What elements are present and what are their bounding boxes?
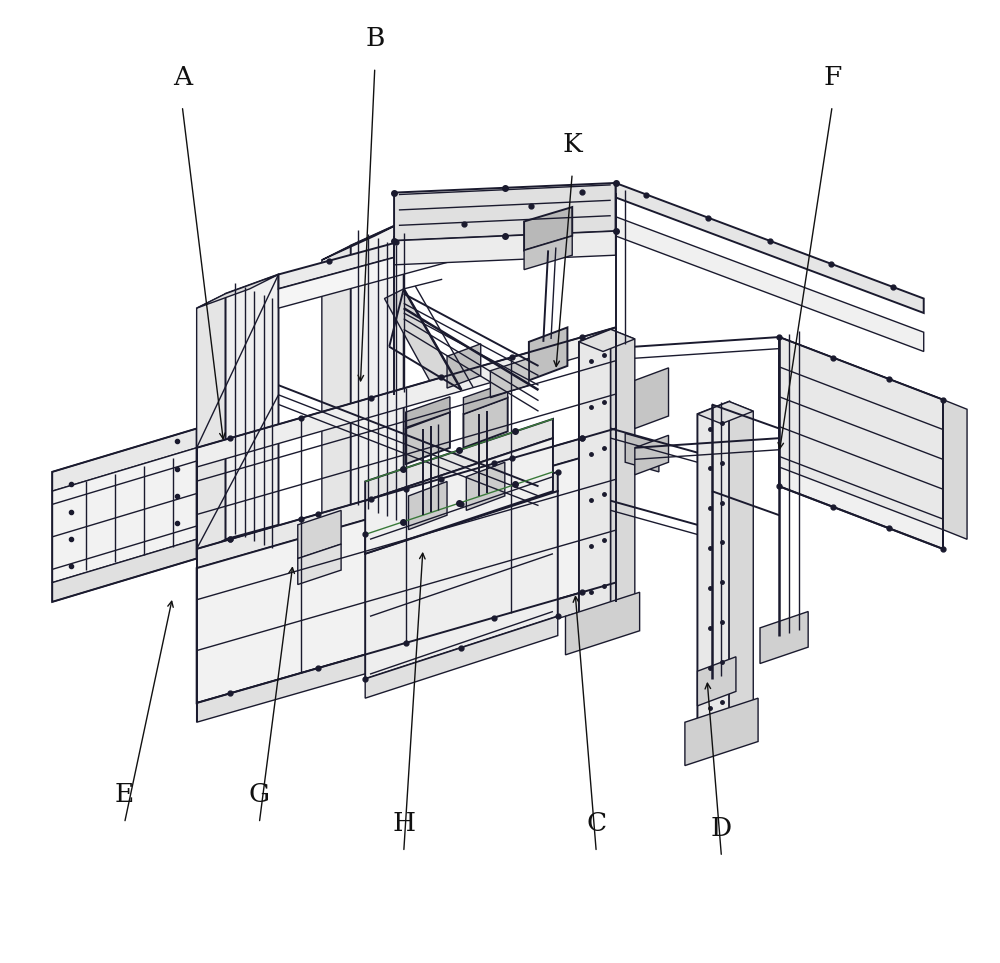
Polygon shape	[779, 337, 943, 530]
Polygon shape	[779, 337, 943, 419]
Polygon shape	[466, 462, 505, 510]
Polygon shape	[529, 327, 567, 380]
Polygon shape	[322, 221, 404, 260]
Polygon shape	[616, 183, 924, 313]
Polygon shape	[565, 592, 640, 655]
Polygon shape	[394, 183, 616, 241]
Polygon shape	[226, 274, 279, 539]
Polygon shape	[298, 544, 341, 585]
Polygon shape	[365, 438, 553, 554]
Polygon shape	[365, 472, 558, 554]
Text: H: H	[392, 811, 415, 836]
Polygon shape	[298, 510, 341, 559]
Polygon shape	[365, 419, 553, 501]
Text: B: B	[365, 26, 384, 51]
Polygon shape	[463, 398, 508, 448]
Polygon shape	[697, 657, 736, 706]
Polygon shape	[406, 412, 450, 464]
Polygon shape	[697, 402, 729, 740]
Polygon shape	[197, 583, 616, 722]
Polygon shape	[611, 329, 635, 621]
Polygon shape	[197, 448, 616, 703]
Polygon shape	[351, 221, 404, 520]
Polygon shape	[197, 274, 279, 308]
Text: F: F	[823, 65, 841, 90]
Polygon shape	[279, 197, 616, 308]
Text: D: D	[711, 816, 732, 841]
Polygon shape	[365, 616, 558, 698]
Polygon shape	[394, 231, 616, 265]
Polygon shape	[779, 356, 943, 549]
Polygon shape	[52, 539, 197, 602]
Polygon shape	[197, 294, 226, 554]
Text: E: E	[115, 782, 134, 807]
Polygon shape	[524, 236, 572, 270]
Polygon shape	[579, 329, 635, 351]
Polygon shape	[384, 289, 461, 395]
Polygon shape	[197, 327, 616, 467]
Polygon shape	[52, 448, 197, 583]
Polygon shape	[729, 402, 753, 737]
Polygon shape	[322, 246, 351, 530]
Polygon shape	[524, 207, 572, 250]
Polygon shape	[197, 429, 616, 568]
Polygon shape	[365, 491, 558, 679]
Polygon shape	[463, 382, 508, 414]
Polygon shape	[685, 698, 758, 766]
Text: K: K	[562, 132, 582, 157]
Polygon shape	[625, 433, 659, 472]
Polygon shape	[490, 358, 529, 398]
Polygon shape	[697, 402, 753, 424]
Polygon shape	[579, 329, 611, 624]
Polygon shape	[635, 435, 669, 475]
Polygon shape	[409, 482, 447, 530]
Text: A: A	[173, 65, 192, 90]
Text: C: C	[586, 811, 606, 836]
Polygon shape	[943, 400, 967, 539]
Polygon shape	[279, 183, 616, 289]
Text: G: G	[249, 782, 270, 807]
Polygon shape	[52, 429, 197, 491]
Polygon shape	[406, 397, 450, 428]
Polygon shape	[447, 344, 481, 388]
Polygon shape	[760, 612, 808, 664]
Polygon shape	[616, 217, 924, 351]
Polygon shape	[635, 368, 669, 429]
